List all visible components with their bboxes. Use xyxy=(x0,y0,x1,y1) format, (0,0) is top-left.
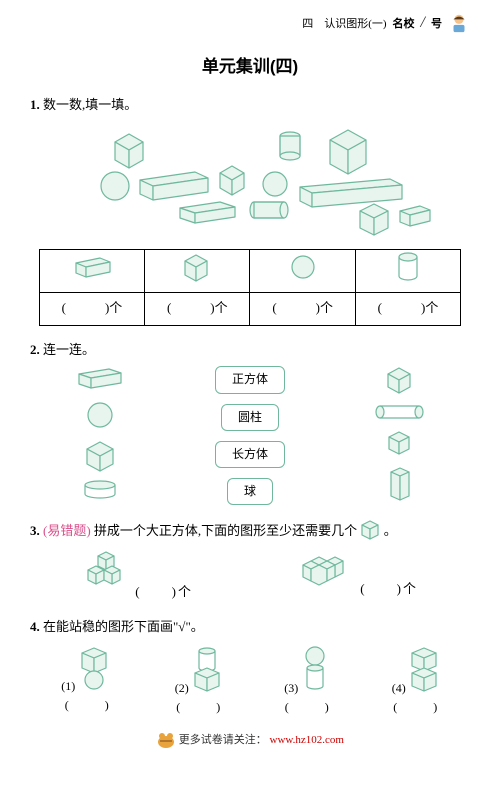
q3-figures: ( )个 ( )个 xyxy=(30,550,470,603)
shape-sphere-icon xyxy=(85,400,115,430)
q4-items: (1) ( ) (2) xyxy=(30,646,470,717)
label-cuboid: 长方体 xyxy=(215,441,285,468)
footer-text: 更多试卷请关注： xyxy=(179,734,267,746)
q2-left-col xyxy=(75,366,125,500)
page-title: 单元集训(四) xyxy=(30,52,470,77)
student-icon xyxy=(448,12,470,34)
shape-cylinder-long-icon xyxy=(375,404,425,420)
shape-cuboid-icon xyxy=(75,366,125,390)
q1-table: ( )个 ( )个 ( )个 ( )个 xyxy=(39,249,461,326)
q1-blank-4: ( )个 xyxy=(355,292,460,325)
cell-cube-icon xyxy=(145,249,250,292)
q1-blank-3: ( )个 xyxy=(250,292,355,325)
q3-blank-2: ( )个 xyxy=(360,581,418,596)
q4-item-1: (1) ( ) xyxy=(61,646,112,717)
q4-idx-4: (4) xyxy=(392,681,406,695)
question-3: 3. (易错题) 拼成一个大正方体,下面的图形至少还需要几个 。 xyxy=(30,519,470,603)
label-cube: 正方体 xyxy=(215,366,285,393)
q4-item-4: (4) ( ) xyxy=(392,646,439,717)
q1-number: 1. xyxy=(30,97,40,112)
q4-blank-2: ( ) xyxy=(175,698,222,717)
shape-cuboid-tall-icon xyxy=(389,466,411,502)
label-cylinder: 圆柱 xyxy=(221,404,279,431)
q4-idx-1: (1) xyxy=(61,679,75,693)
q1-text: 数一数,填一填。 xyxy=(43,97,137,112)
brand-name-2: 号 xyxy=(431,15,442,31)
q4-idx-2: (2) xyxy=(175,681,189,695)
shape-cube-tiny-icon xyxy=(387,430,413,456)
q3-tail: 。 xyxy=(384,523,397,538)
q3-tag: (易错题) xyxy=(43,523,91,538)
q4-number: 4. xyxy=(30,619,40,634)
tiger-icon xyxy=(156,732,176,748)
q4-blank-3: ( ) xyxy=(284,698,329,717)
q4-item-2: (2) ( ) xyxy=(175,646,222,717)
cell-cuboid-icon xyxy=(39,249,144,292)
shape-cylinder-flat-icon xyxy=(82,480,118,500)
brand-slash: / xyxy=(421,14,425,32)
q2-number: 2. xyxy=(30,342,40,357)
q4-blank-4: ( ) xyxy=(392,698,439,717)
q2-right-col xyxy=(375,366,425,502)
q3-fig-2: ( )个 xyxy=(297,553,418,600)
cell-cylinder-icon xyxy=(355,249,460,292)
q3-fig-1: ( )个 xyxy=(82,550,193,603)
q3-blank-1: ( )个 xyxy=(135,584,193,599)
q1-shapes-figure xyxy=(30,124,470,241)
q1-blank-2: ( )个 xyxy=(145,292,250,325)
shape-cube-icon xyxy=(85,440,115,470)
shape-cube-small-icon xyxy=(386,366,414,394)
q2-text: 连一连。 xyxy=(43,342,95,357)
q4-idx-3: (3) xyxy=(284,681,298,695)
page-footer: 更多试卷请关注： www.hz102.com xyxy=(30,731,470,748)
question-4: 4. 在能站稳的图形下面画"√"。 (1) ( ) (2) xyxy=(30,617,470,717)
page-header: 四 认识图形(一) 名校 / 号 xyxy=(30,12,470,34)
q1-blank-1: ( )个 xyxy=(39,292,144,325)
q4-text: 在能站稳的图形下面画"√"。 xyxy=(43,619,204,634)
cell-sphere-icon xyxy=(250,249,355,292)
question-1: 1. 数一数,填一填。 xyxy=(30,95,470,326)
small-cube-icon xyxy=(360,519,380,539)
q2-label-col: 正方体 圆柱 长方体 球 xyxy=(215,366,285,505)
q3-number: 3. xyxy=(30,523,40,538)
q3-text: 拼成一个大正方体,下面的图形至少还需要几个 xyxy=(94,523,357,538)
footer-link: www.hz102.com xyxy=(270,734,344,746)
label-sphere: 球 xyxy=(227,478,273,505)
brand-name-1: 名校 xyxy=(393,15,415,31)
q4-blank-1: ( ) xyxy=(61,696,112,715)
q2-connect-area: 正方体 圆柱 长方体 球 xyxy=(30,366,470,505)
question-2: 2. 连一连。 正方体 xyxy=(30,340,470,506)
q4-item-3: (3) ( ) xyxy=(284,646,329,717)
unit-label: 四 认识图形(一) xyxy=(302,15,386,31)
